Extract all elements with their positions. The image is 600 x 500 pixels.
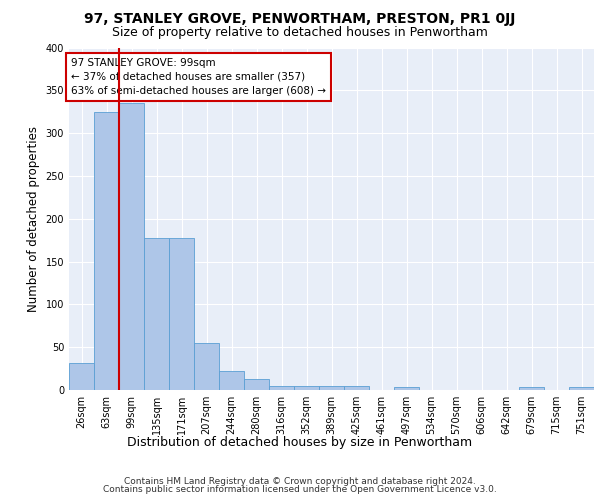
Bar bbox=[294, 386, 319, 390]
Text: 97 STANLEY GROVE: 99sqm
← 37% of detached houses are smaller (357)
63% of semi-d: 97 STANLEY GROVE: 99sqm ← 37% of detache… bbox=[71, 58, 326, 96]
Bar bbox=[269, 386, 294, 390]
Bar bbox=[569, 388, 594, 390]
Text: Contains HM Land Registry data © Crown copyright and database right 2024.: Contains HM Land Registry data © Crown c… bbox=[124, 477, 476, 486]
X-axis label: Distribution of detached houses by size in Penwortham: Distribution of detached houses by size … bbox=[0, 499, 1, 500]
Text: Distribution of detached houses by size in Penwortham: Distribution of detached houses by size … bbox=[127, 436, 473, 449]
Text: Size of property relative to detached houses in Penwortham: Size of property relative to detached ho… bbox=[112, 26, 488, 39]
Bar bbox=[319, 386, 344, 390]
Bar bbox=[244, 379, 269, 390]
Text: 97, STANLEY GROVE, PENWORTHAM, PRESTON, PR1 0JJ: 97, STANLEY GROVE, PENWORTHAM, PRESTON, … bbox=[85, 12, 515, 26]
Bar bbox=[394, 388, 419, 390]
Bar bbox=[94, 112, 119, 390]
Bar bbox=[169, 238, 194, 390]
Bar bbox=[119, 103, 144, 390]
Y-axis label: Number of detached properties: Number of detached properties bbox=[27, 126, 40, 312]
Bar bbox=[69, 362, 94, 390]
Bar bbox=[194, 343, 219, 390]
Bar bbox=[344, 386, 369, 390]
Text: Contains public sector information licensed under the Open Government Licence v3: Contains public sector information licen… bbox=[103, 485, 497, 494]
Bar bbox=[219, 371, 244, 390]
Bar bbox=[144, 238, 169, 390]
Bar bbox=[519, 388, 544, 390]
